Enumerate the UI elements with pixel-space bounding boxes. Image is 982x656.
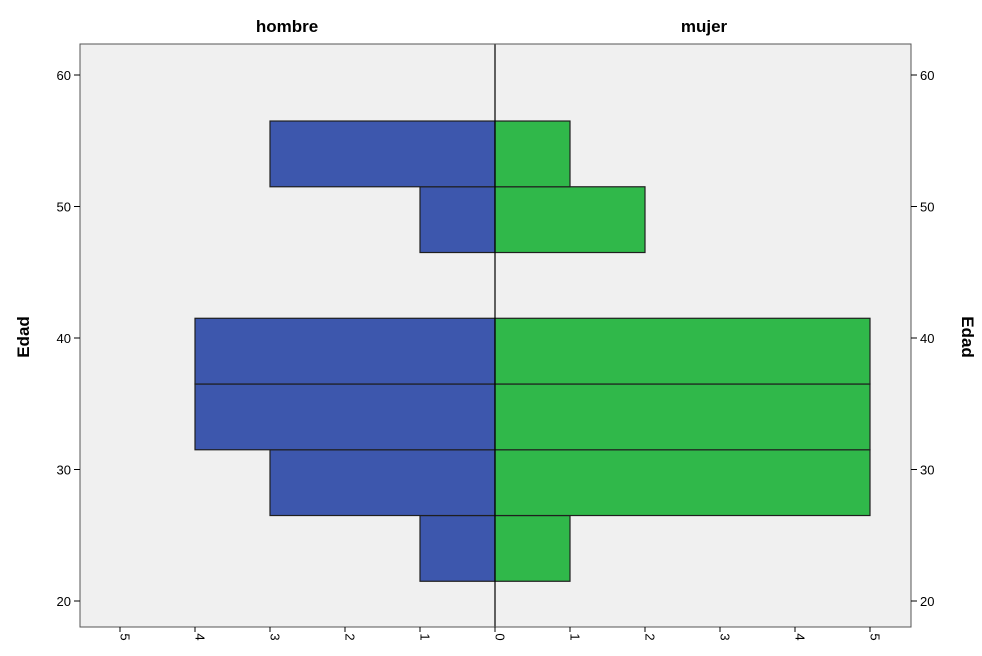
x-tick-label: 2 [343,633,358,640]
x-axis: 5 4 3 2 1 0 1 2 3 4 5 [118,627,883,641]
y-tick-label-right: 20 [920,594,934,609]
bar-hombre [269,120,496,188]
x-tick-label: 1 [418,633,433,640]
bar-mujer [494,383,871,451]
y-tick-label-left: 20 [57,594,71,609]
x-tick-label: 3 [268,633,283,640]
x-tick-label: 2 [643,633,658,640]
x-tick-label: 5 [118,633,133,640]
bars-layer [194,120,871,582]
y-axis-right: 20 30 40 50 60 [911,68,934,609]
y-tick-label-right: 60 [920,68,934,83]
x-tick-label: 3 [718,633,733,640]
y-tick-label-left: 40 [57,331,71,346]
bar-hombre [419,514,496,582]
x-tick-label: 5 [868,633,883,640]
y-tick-label-right: 40 [920,331,934,346]
bar-mujer [494,120,571,188]
bar-hombre [194,317,496,385]
bar-hombre [269,449,496,517]
x-tick-label: 0 [493,633,508,640]
y-tick-label-right: 30 [920,463,934,478]
y-tick-label-right: 50 [920,200,934,215]
x-tick-label: 4 [193,633,208,640]
y-tick-label-left: 60 [57,68,71,83]
y-tick-label-left: 50 [57,200,71,215]
y-axis-title-left: Edad [14,316,33,358]
bar-mujer [494,317,871,385]
bar-hombre [194,383,496,451]
bar-mujer [494,514,571,582]
bar-hombre [419,186,496,254]
y-tick-label-left: 30 [57,463,71,478]
facet-title-hombre: hombre [256,17,318,36]
x-tick-label: 4 [793,633,808,640]
y-axis-title-right: Edad [958,316,977,358]
bar-mujer [494,449,871,517]
bar-mujer [494,186,646,254]
y-axis-left: 20 30 40 50 60 [57,68,80,609]
facet-title-mujer: mujer [681,17,728,36]
x-tick-label: 1 [568,633,583,640]
